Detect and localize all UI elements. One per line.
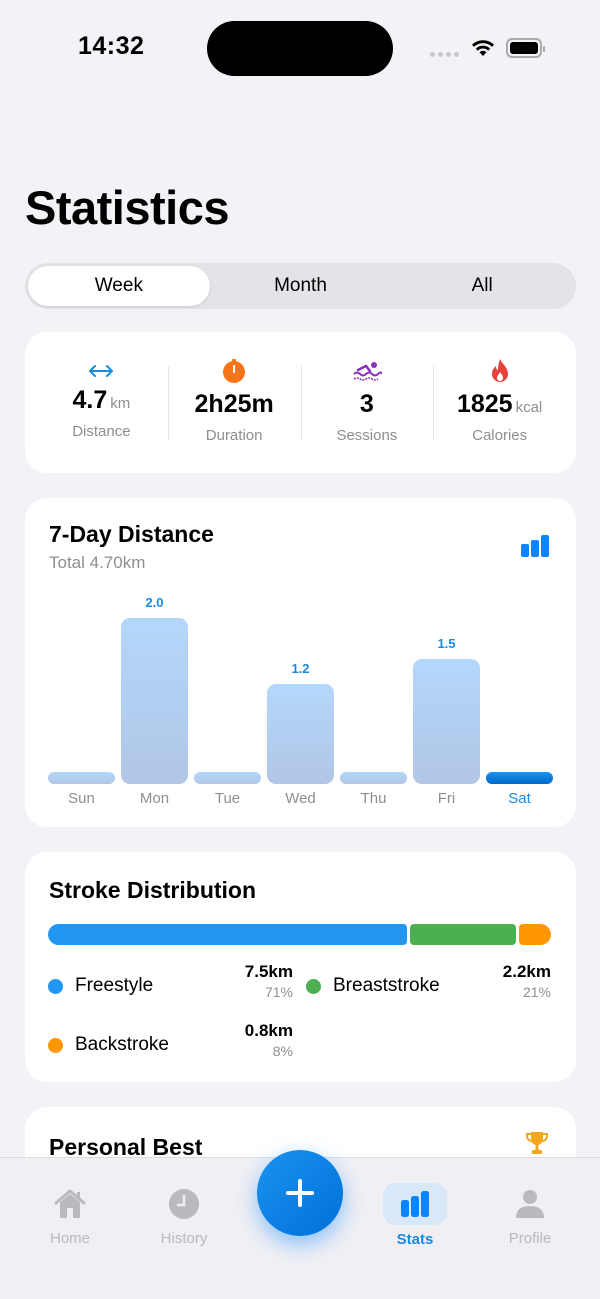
bar-fill — [121, 618, 188, 784]
legend-item-freestyle: Freestyle 7.5km 71% — [48, 962, 293, 1007]
distance-label: Distance — [72, 423, 131, 440]
wifi-icon — [472, 40, 494, 56]
bar-tue[interactable] — [194, 588, 261, 784]
summary-card: 4.7 km Distance 2h25m Duration 3 Sessions… — [25, 332, 576, 473]
bar-value-label: 2.0 — [145, 595, 164, 610]
legend-item-backstroke: Backstroke 0.8km 8% — [48, 1021, 293, 1066]
metric-calories: 1825 kcal Calories — [433, 332, 566, 473]
bar-value-label: 1.2 — [291, 661, 310, 676]
plus-icon — [286, 1179, 314, 1207]
flame-icon — [490, 358, 510, 384]
stroke-title: Stroke Distribution — [49, 877, 257, 903]
breaststroke-dot — [306, 979, 321, 994]
duration-value: 2h25m — [194, 390, 274, 418]
backstroke-dot — [48, 1038, 63, 1053]
calories-label: Calories — [472, 427, 528, 444]
day-label-mon: Mon — [139, 790, 170, 807]
person-icon — [514, 1186, 546, 1222]
bar-fill — [486, 772, 553, 784]
day-label-sat: Sat — [508, 790, 531, 807]
swimmer-icon — [352, 358, 382, 384]
distance-unit: km — [110, 395, 131, 412]
tab-stats-label: Stats — [396, 1231, 434, 1248]
chart-title: 7-Day Distance — [49, 521, 214, 547]
segment-all[interactable]: All — [471, 275, 493, 296]
add-session-button[interactable] — [257, 1150, 343, 1236]
sessions-label: Sessions — [336, 427, 398, 444]
calories-unit: kcal — [515, 399, 543, 416]
metric-distance: 4.7 km Distance — [35, 332, 168, 473]
cellular-signal-icon — [430, 52, 459, 57]
bar-value-label: 1.5 — [437, 636, 456, 651]
tab-profile[interactable]: Profile — [502, 1186, 558, 1247]
tab-stats[interactable]: Stats — [383, 1183, 447, 1248]
personal-best-title: Personal Best — [49, 1134, 203, 1160]
freestyle-dot — [48, 979, 63, 994]
tab-history-label: History — [160, 1230, 208, 1247]
day-label-wed: Wed — [285, 790, 316, 807]
battery-icon — [506, 38, 545, 58]
arrows-horizontal-icon — [88, 358, 114, 384]
bar-fill — [194, 772, 261, 784]
day-label-tue: Tue — [214, 790, 241, 807]
tab-history[interactable]: History — [154, 1186, 214, 1247]
trophy-icon — [526, 1132, 548, 1154]
bar-fri[interactable]: 1.5 — [413, 588, 480, 784]
bar-thu[interactable] — [340, 588, 407, 784]
stroke-legend: Freestyle 7.5km 71% Breaststroke 2.2km 21%… — [48, 962, 553, 1066]
stroke-segment-breaststroke — [410, 924, 516, 945]
bar-fill — [340, 772, 407, 784]
clock-icon — [168, 1186, 200, 1222]
x-axis-labels: Sun Mon Tue Wed Thu Fri Sat — [48, 790, 553, 807]
tab-home[interactable]: Home — [44, 1186, 96, 1247]
house-icon — [53, 1186, 87, 1222]
distance-value: 4.7 — [72, 386, 108, 414]
duration-label: Duration — [205, 427, 263, 444]
page-title: Statistics — [25, 181, 229, 234]
chart-subtitle: Total 4.70km — [49, 553, 146, 572]
stroke-segment-freestyle — [48, 924, 407, 945]
bar-chart-icon[interactable] — [521, 535, 549, 557]
period-segmented-control: Week Month All — [25, 263, 576, 309]
segment-month[interactable]: Month — [274, 275, 327, 296]
bar-mon[interactable]: 2.0 — [121, 588, 188, 784]
status-time: 14:32 — [78, 32, 145, 60]
day-label-sun: Sun — [68, 790, 95, 807]
calories-value: 1825 — [456, 390, 513, 418]
day-label-fri: Fri — [437, 790, 456, 807]
status-bar: 14:32 — [0, 0, 600, 96]
legend-item-breaststroke: Breaststroke 2.2km 21% — [306, 962, 551, 1007]
stroke-stacked-bar — [48, 924, 553, 945]
tab-home-label: Home — [49, 1230, 90, 1247]
stroke-distribution-card: Stroke Distribution Freestyle 7.5km 71% B… — [25, 852, 576, 1082]
stroke-segment-backstroke — [519, 924, 551, 945]
stopwatch-icon — [221, 358, 247, 384]
metric-sessions: 3 Sessions — [300, 332, 434, 473]
bar-wed[interactable]: 1.2 — [267, 588, 334, 784]
distance-chart-card: 7-Day Distance Total 4.70km 2.0 1.2 1.5 Su… — [25, 498, 576, 827]
bar-fill — [413, 659, 480, 784]
bar-chart-icon — [383, 1183, 447, 1225]
dynamic-island — [207, 21, 393, 76]
bar-sat[interactable] — [486, 588, 553, 784]
tab-profile-label: Profile — [508, 1230, 552, 1247]
sessions-value: 3 — [359, 390, 374, 418]
metric-duration: 2h25m Duration — [167, 332, 301, 473]
bar-chart: 2.0 1.2 1.5 — [48, 588, 553, 784]
bar-sun[interactable] — [48, 588, 115, 784]
bar-fill — [48, 772, 115, 784]
segment-week[interactable]: Week — [28, 266, 210, 306]
day-label-thu: Thu — [360, 790, 387, 807]
bar-fill — [267, 684, 334, 784]
